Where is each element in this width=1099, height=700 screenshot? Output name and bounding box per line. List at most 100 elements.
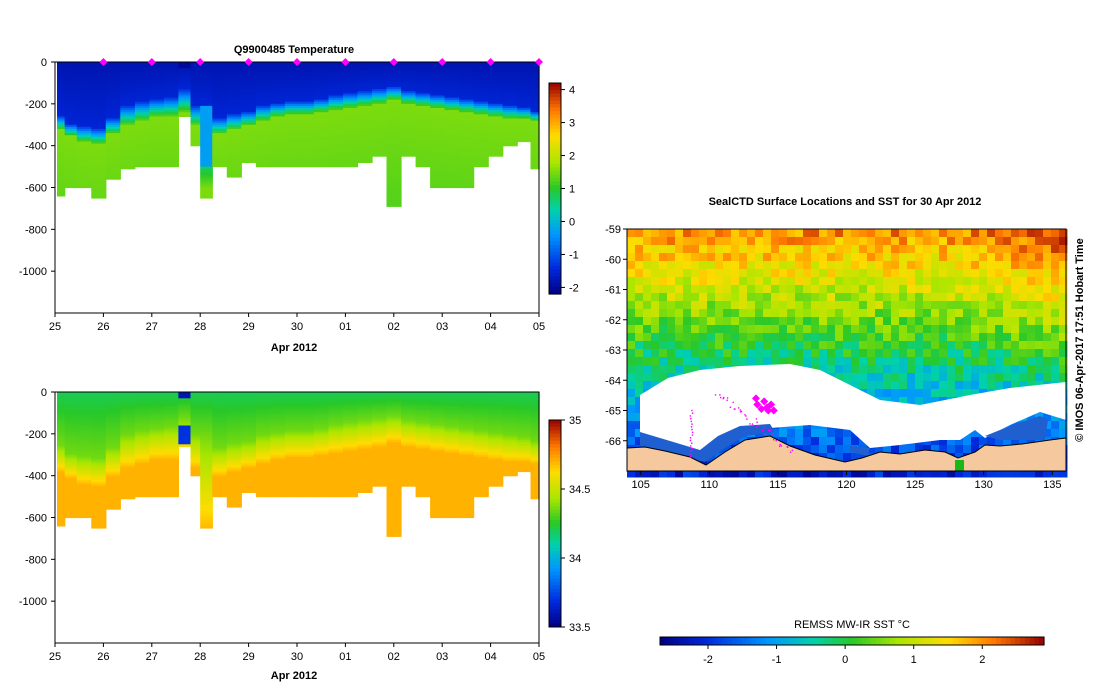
salinity-cell [255, 408, 271, 412]
sst-cell [795, 357, 804, 366]
sst-cell [771, 261, 780, 270]
temperature-cell [255, 114, 271, 117]
sst-cell [971, 341, 980, 350]
temperature-cell [57, 74, 66, 78]
sst-cell [899, 341, 908, 350]
temperature-cell [357, 126, 373, 130]
temperature-cell [64, 156, 78, 159]
salinity-cell [313, 475, 329, 479]
sst-cell [675, 253, 684, 262]
sst-cell [715, 317, 724, 326]
temperature-cell [76, 68, 92, 71]
sst-cell [747, 253, 756, 262]
salinity-cell [64, 496, 78, 500]
temperature-cell [357, 151, 373, 155]
temperature-cell [328, 108, 344, 111]
salinity-cell [149, 429, 165, 433]
temperature-cell [459, 91, 475, 94]
salinity-cell [430, 492, 446, 496]
salinity-cell [105, 408, 121, 412]
temperature-cell [255, 95, 271, 99]
temperature-cell [517, 124, 532, 128]
salinity-cell [386, 444, 402, 447]
temperature-cell [149, 103, 165, 107]
temperature-cell [134, 80, 150, 84]
temperature-cell [488, 110, 504, 113]
colorbar-segment [549, 90, 561, 95]
salinity-cell [64, 408, 78, 412]
salinity-cell [473, 442, 489, 445]
temperature-cell [91, 80, 107, 84]
sst-cell [843, 237, 852, 246]
temperature-cell [105, 162, 121, 166]
sst-cell [715, 245, 724, 254]
sst-cell [739, 237, 748, 246]
salinity-cell [328, 450, 344, 454]
sst-cell [675, 245, 684, 254]
sst-cell [779, 333, 788, 342]
salinity-cell [255, 484, 271, 487]
temperature-y-axis: 0-200-400-600-800-1000 [19, 57, 55, 278]
salinity-cell [120, 463, 136, 466]
temperature-cell [200, 120, 213, 124]
colorbar-segment [549, 623, 561, 628]
sst-cell [747, 245, 756, 254]
salinity-cell [255, 400, 271, 404]
temperature-cell [105, 154, 121, 157]
temperature-cell [76, 166, 92, 170]
temperature-cell [401, 118, 417, 122]
salinity-cell [284, 475, 300, 479]
sst-cell [795, 253, 804, 262]
salinity-cell [57, 444, 66, 447]
temperature-cell [91, 128, 107, 132]
sst-cell [995, 349, 1004, 358]
temperature-cell [91, 118, 107, 122]
temperature-cell [212, 101, 228, 105]
temperature-cell [459, 149, 475, 153]
temperature-cell [105, 91, 121, 94]
salinity-cell [226, 431, 242, 435]
sst-cell [659, 229, 668, 238]
temperature-cell [134, 154, 150, 157]
sst-cell [875, 245, 884, 254]
temperature-cell [91, 135, 107, 138]
temperature-cell [386, 95, 402, 99]
salinity-cell [444, 465, 460, 468]
sst-cell [987, 269, 996, 278]
temperature-cell [459, 181, 475, 184]
salinity-cell [200, 513, 213, 516]
salinity-cell [473, 486, 489, 489]
sst-cell [683, 349, 692, 358]
sst-cell [1011, 285, 1020, 294]
sst-cell [1027, 381, 1036, 390]
temperature-cell [163, 139, 179, 143]
sst-cell [763, 277, 772, 286]
salinity-cell [299, 494, 315, 498]
salinity-cell [241, 435, 257, 439]
temperature-cell [430, 64, 446, 67]
salinity-cell [76, 400, 92, 404]
salinity-cell [120, 444, 136, 447]
salinity-cell [430, 404, 446, 408]
sst-cell [1051, 357, 1060, 366]
temperature-cell [120, 124, 136, 128]
sst-cell [739, 245, 748, 254]
salinity-cell [313, 427, 329, 431]
temperature-cell [105, 168, 121, 172]
sst-cell [931, 277, 940, 286]
temperature-cell [530, 108, 540, 111]
sst-cell [803, 253, 812, 262]
salinity-cell [241, 469, 257, 473]
temperature-cell [212, 108, 228, 111]
sst-cell [803, 301, 812, 310]
temperature-cell [76, 179, 92, 182]
salinity-cell [105, 431, 121, 435]
sst-cell [763, 229, 772, 238]
sst-cell [627, 365, 636, 374]
salinity-cell [502, 454, 518, 458]
salinity-cell [357, 467, 373, 470]
sst-cell [883, 341, 892, 350]
temperature-cell [270, 151, 286, 155]
temperature-cell [134, 135, 150, 138]
salinity-cell [149, 456, 165, 460]
